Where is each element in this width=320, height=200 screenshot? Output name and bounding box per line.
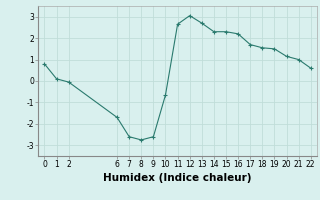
X-axis label: Humidex (Indice chaleur): Humidex (Indice chaleur) (103, 173, 252, 183)
